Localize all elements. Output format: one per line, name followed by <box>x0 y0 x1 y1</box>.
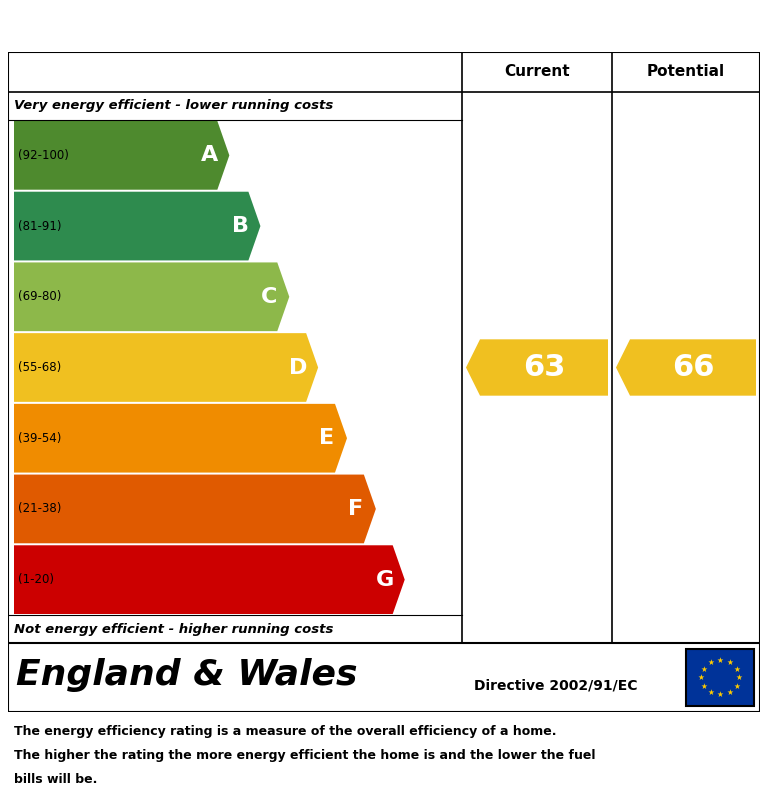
Text: (55-68): (55-68) <box>18 361 61 374</box>
Text: ★: ★ <box>700 681 707 691</box>
Text: (39-54): (39-54) <box>18 431 61 444</box>
Polygon shape <box>14 404 347 473</box>
Polygon shape <box>14 263 290 331</box>
Text: Directive 2002/91/EC: Directive 2002/91/EC <box>474 679 637 692</box>
Text: ★: ★ <box>733 664 740 674</box>
Text: (69-80): (69-80) <box>18 290 61 303</box>
Text: D: D <box>289 357 307 377</box>
Text: B: B <box>232 216 249 236</box>
Text: England & Wales: England & Wales <box>16 658 357 692</box>
Text: ★: ★ <box>697 673 704 682</box>
Text: C: C <box>261 287 277 307</box>
Text: ★: ★ <box>726 688 733 696</box>
Text: The energy efficiency rating is a measure of the overall efficiency of a home.: The energy efficiency rating is a measur… <box>14 725 557 738</box>
Text: F: F <box>349 499 363 519</box>
Text: (1-20): (1-20) <box>18 573 54 586</box>
Text: ★: ★ <box>707 659 714 667</box>
Text: E: E <box>319 428 335 448</box>
Text: G: G <box>376 570 394 590</box>
Text: Current: Current <box>504 65 570 79</box>
Text: A: A <box>200 145 218 166</box>
Polygon shape <box>466 339 608 396</box>
Text: ★: ★ <box>707 688 714 696</box>
Text: The higher the rating the more energy efficient the home is and the lower the fu: The higher the rating the more energy ef… <box>14 749 595 762</box>
Text: (21-38): (21-38) <box>18 503 61 516</box>
Text: ★: ★ <box>717 656 723 665</box>
Text: 63: 63 <box>523 353 565 382</box>
Polygon shape <box>14 121 230 190</box>
Text: Not energy efficient - higher running costs: Not energy efficient - higher running co… <box>14 622 333 636</box>
Text: (81-91): (81-91) <box>18 220 61 233</box>
Text: Very energy efficient - lower running costs: Very energy efficient - lower running co… <box>14 99 333 112</box>
Text: 66: 66 <box>672 353 714 382</box>
Text: ★: ★ <box>700 664 707 674</box>
Text: ★: ★ <box>733 681 740 691</box>
Text: ★: ★ <box>736 673 743 682</box>
Polygon shape <box>14 333 318 402</box>
Text: Energy Efficiency Rating: Energy Efficiency Rating <box>154 10 614 43</box>
Polygon shape <box>14 191 260 260</box>
Polygon shape <box>14 545 405 614</box>
Text: ★: ★ <box>726 659 733 667</box>
Text: bills will be.: bills will be. <box>14 772 98 785</box>
Text: Potential: Potential <box>647 65 725 79</box>
Polygon shape <box>616 339 756 396</box>
Text: ★: ★ <box>717 690 723 699</box>
Bar <box>686 649 754 706</box>
Text: (92-100): (92-100) <box>18 149 69 162</box>
Polygon shape <box>14 474 376 543</box>
